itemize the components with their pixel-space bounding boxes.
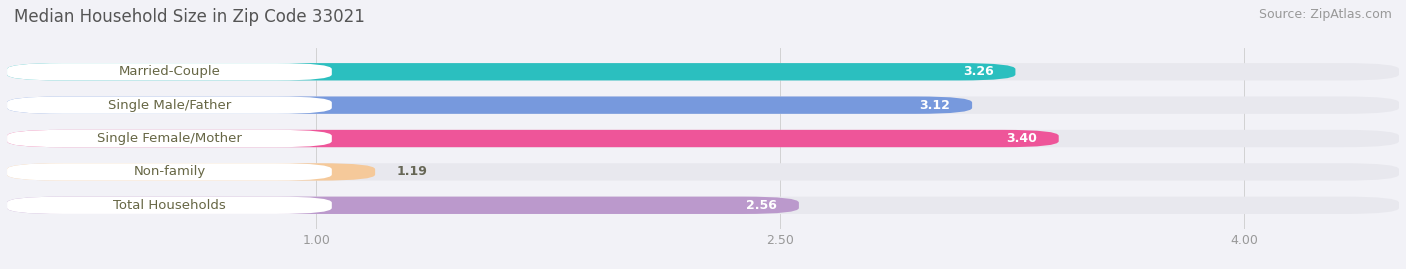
- Text: 2.56: 2.56: [747, 199, 778, 212]
- Text: 3.12: 3.12: [920, 99, 950, 112]
- FancyBboxPatch shape: [7, 197, 799, 214]
- Text: Total Households: Total Households: [112, 199, 226, 212]
- FancyBboxPatch shape: [7, 163, 1399, 180]
- FancyBboxPatch shape: [7, 63, 1399, 80]
- FancyBboxPatch shape: [7, 97, 972, 114]
- FancyBboxPatch shape: [7, 130, 1059, 147]
- FancyBboxPatch shape: [7, 163, 375, 180]
- Text: Single Female/Mother: Single Female/Mother: [97, 132, 242, 145]
- FancyBboxPatch shape: [7, 97, 332, 114]
- FancyBboxPatch shape: [7, 130, 332, 147]
- FancyBboxPatch shape: [7, 197, 1399, 214]
- Text: Median Household Size in Zip Code 33021: Median Household Size in Zip Code 33021: [14, 8, 366, 26]
- FancyBboxPatch shape: [7, 130, 1399, 147]
- Text: Non-family: Non-family: [134, 165, 205, 178]
- FancyBboxPatch shape: [7, 163, 332, 180]
- FancyBboxPatch shape: [7, 63, 1015, 80]
- Text: Source: ZipAtlas.com: Source: ZipAtlas.com: [1258, 8, 1392, 21]
- Text: Married-Couple: Married-Couple: [118, 65, 221, 78]
- Text: 3.40: 3.40: [1007, 132, 1038, 145]
- FancyBboxPatch shape: [7, 97, 1399, 114]
- FancyBboxPatch shape: [7, 63, 332, 80]
- FancyBboxPatch shape: [7, 197, 332, 214]
- Text: 1.19: 1.19: [396, 165, 427, 178]
- Text: Single Male/Father: Single Male/Father: [108, 99, 231, 112]
- Text: 3.26: 3.26: [963, 65, 994, 78]
